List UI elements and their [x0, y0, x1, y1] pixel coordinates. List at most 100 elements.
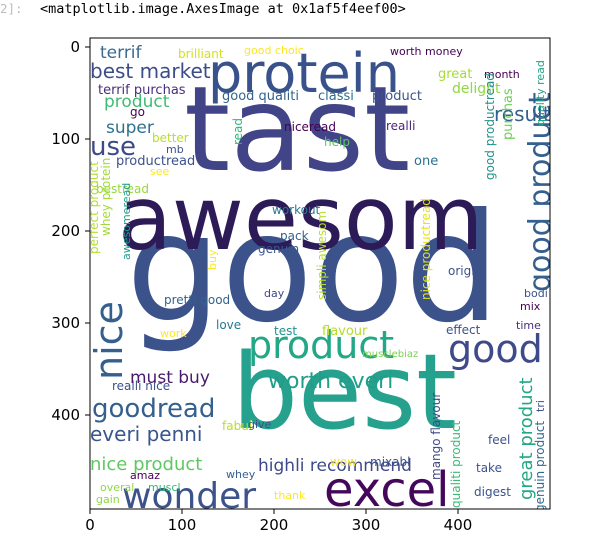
wordcloud-word: mango flavour	[429, 393, 443, 480]
wordcloud-word: qualiti product	[449, 420, 463, 508]
y-tick-label: 100	[51, 130, 80, 148]
wordcloud-word: wonder	[122, 476, 256, 517]
wordcloud-word: everi penni	[90, 422, 203, 446]
wordcloud-word: fabul	[222, 419, 252, 433]
wordcloud-word: mix	[520, 300, 541, 313]
wordcloud-word: month	[484, 68, 520, 81]
wordcloud-word: terrif	[100, 43, 143, 63]
x-axis: 0 100 200 300 400	[85, 509, 472, 534]
y-tick-label: 200	[51, 222, 80, 240]
wordcloud-word: result	[494, 102, 551, 126]
wordcloud-word: time	[516, 319, 541, 332]
wordcloud-word: good	[126, 182, 500, 356]
wordcloud-word: good qualiti	[222, 89, 299, 104]
output-text: <matplotlib.image.AxesImage at 0x1af5f4e…	[40, 1, 406, 17]
plot-area	[90, 38, 550, 509]
x-tick-label: 200	[260, 516, 289, 534]
wordcloud-word: purchas	[501, 88, 516, 140]
wordcloud-word: realli nice	[112, 379, 170, 393]
wordcloud-word: whey protein	[99, 158, 113, 236]
wordcloud-word: quality read	[534, 60, 547, 126]
wordcloud-word: good choic	[244, 44, 304, 57]
wordcloud-word: go	[130, 105, 145, 119]
wordcloud-word: muscl	[148, 481, 181, 494]
wordcloud-word: mixabl	[370, 455, 410, 469]
wordcloud-word: classi	[318, 89, 354, 104]
wordcloud-word: digest	[474, 485, 511, 499]
wordcloud-word: super	[106, 118, 154, 138]
wordcloud-word: niceread	[284, 120, 336, 134]
wordcloud-word: flavour	[322, 324, 368, 339]
wordcloud-word: realli	[386, 119, 415, 133]
wordcloud-word: product	[104, 92, 170, 112]
wordcloud-word: give	[248, 418, 272, 431]
wordcloud-word: day	[264, 287, 285, 300]
wordcloud-word: mb	[166, 143, 184, 156]
wordcloud-word: take	[476, 461, 502, 475]
wordcloud-word: feel	[488, 433, 510, 447]
wordcloud-word: worth money	[390, 45, 463, 58]
wordcloud-word: thank	[274, 489, 306, 502]
wordcloud-word: productread	[116, 154, 195, 169]
wordcloud-word: musclebiaz	[362, 349, 418, 360]
wordcloud-word: use	[90, 132, 136, 162]
wordcloud-word: worth everi	[268, 369, 393, 394]
wordcloud-word: best	[232, 331, 457, 453]
wordcloud-word: love	[216, 318, 241, 332]
wordcloud-word: great	[438, 67, 472, 82]
wordcloud-word: buy	[206, 249, 219, 270]
wordcloud-word: one	[414, 154, 438, 169]
wordcloud-word: good	[448, 327, 543, 371]
axes-frame	[89, 37, 551, 510]
wordcloud-word: pretti good	[164, 293, 230, 307]
wordcloud-word: workout	[272, 203, 321, 217]
y-tick-label: 400	[51, 406, 80, 424]
wordcloud-word: nice product	[90, 454, 202, 475]
wordcloud-word: good product	[523, 92, 558, 292]
wordcloud-word: protein	[208, 42, 400, 105]
wordcloud-word: excel	[324, 462, 450, 518]
x-tick-label: 100	[168, 516, 197, 534]
wordcloud-word: goodread	[92, 394, 215, 424]
wordcloud-word: good productread	[483, 73, 497, 180]
wordcloud-words: goodtastawesombestproteinexcelwonderprod…	[87, 42, 558, 518]
wordcloud-word: gain	[96, 493, 120, 506]
wordcloud-word: genuin product	[533, 421, 547, 512]
wordcloud-word: brilliant	[178, 47, 224, 61]
wordcloud-word: whey	[226, 468, 256, 481]
y-axis: 0 100 200 300 400	[51, 38, 90, 424]
wordcloud-word: nice	[87, 301, 131, 380]
wordcloud-word: tast	[184, 60, 410, 198]
wordcloud-word: perfect product	[87, 161, 101, 254]
wordcloud-word: product	[248, 323, 394, 367]
x-tick-label: 0	[85, 516, 95, 534]
wordcloud-word: better	[152, 131, 189, 145]
y-tick-label: 300	[51, 314, 80, 332]
wordcloud-word: work	[160, 327, 187, 340]
wordcloud-word: best market	[90, 59, 211, 83]
wordcloud-word: amaz	[130, 469, 160, 482]
wordcloud-word: read	[231, 118, 245, 145]
wordcloud-word: test	[274, 324, 297, 338]
wordcloud-word: awesom	[118, 167, 483, 270]
wordcloud-word: see	[150, 165, 169, 178]
y-tick-label: 0	[70, 38, 80, 56]
wordcloud-word: genuin	[258, 242, 299, 256]
wordcloud-word: product	[372, 89, 422, 104]
wordcloud-word: great product	[516, 377, 537, 500]
wordcloud-word: awesomeread	[120, 183, 133, 260]
x-tick-label: 300	[352, 516, 381, 534]
wordcloud-word: nice productread	[419, 198, 433, 300]
wordcloud-word: bodi	[524, 287, 548, 300]
wordcloud-word: effect	[446, 323, 481, 337]
wordcloud-word: must buy	[130, 368, 210, 388]
wordcloud-word: terrif purchas	[98, 83, 186, 98]
wordcloud-word: overal	[100, 481, 134, 494]
wordcloud-word: delight	[452, 81, 501, 97]
cell-prompt: 2]:	[0, 1, 23, 16]
wordcloud-word: simpli awesom	[315, 211, 329, 300]
wordcloud-word: bestread	[96, 182, 149, 196]
wordcloud-word: origin	[448, 264, 482, 278]
wordcloud-word: wow	[330, 455, 357, 469]
